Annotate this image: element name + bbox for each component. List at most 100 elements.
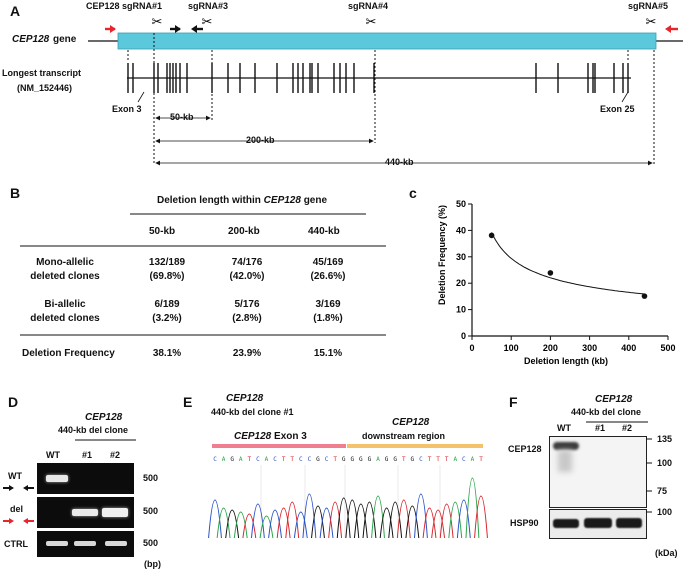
table-title: Deletion length within CEP128 gene: [157, 195, 328, 206]
panel-b-label: B: [10, 185, 21, 201]
trace-peak: [328, 501, 343, 539]
base-call: C: [462, 456, 466, 463]
y-tick-label: 30: [456, 252, 466, 262]
trace-peak: [336, 497, 351, 539]
base-call: A: [376, 456, 380, 463]
base-call: G: [393, 456, 397, 463]
trace-peak: [353, 503, 368, 539]
kda-marker: 75: [657, 486, 668, 496]
trace-peak: [388, 501, 403, 539]
panel-d-label: D: [8, 394, 19, 410]
x-tick-label: 0: [469, 343, 474, 353]
blot-lane-wt: WT: [557, 423, 571, 433]
transcript-label: Longest transcript: [2, 68, 82, 78]
size-unit: (bp): [144, 559, 161, 569]
kda-marker: 100: [657, 458, 673, 468]
table-cell: 132/189 (69.8%): [148, 257, 186, 282]
col-header-50kb: 50-kb: [149, 226, 176, 237]
base-call: T: [479, 456, 483, 463]
data-point: [488, 232, 495, 239]
region-downstream-gene: CEP128: [392, 417, 430, 428]
x-axis-label: Deletion length (kb): [524, 356, 608, 366]
y-tick-label: 0: [461, 331, 466, 341]
base-call: T: [248, 456, 252, 463]
blot-lane-2: #2: [622, 423, 633, 433]
primer-arrows: [105, 25, 678, 33]
trace-peak: [422, 507, 437, 539]
panel-e-title: 440-kb del clone #1: [211, 407, 294, 417]
y-tick-label: 40: [456, 225, 466, 235]
trace-peak: [431, 509, 446, 539]
sgrna-5-label: sgRNA#5: [628, 1, 669, 11]
base-call: G: [350, 456, 354, 463]
trace-peak: [319, 507, 334, 539]
table-cell: 6/189 (3.2%): [152, 299, 182, 324]
trace-peak: [345, 499, 360, 539]
table-cell: 3/169 (1.8%): [313, 299, 343, 324]
gel-wt: [37, 463, 134, 494]
trace-peak: [276, 507, 291, 539]
trace-peak: [456, 499, 471, 539]
col-header-440kb: 440-kb: [308, 226, 340, 237]
y-tick-label: 50: [456, 199, 466, 209]
base-call: A: [239, 456, 243, 463]
fit-curve: [491, 232, 645, 295]
data-point: [547, 270, 554, 276]
gene-map-diagram: ✂ ✂ ✂ ✂: [88, 15, 683, 166]
trace-peak: [268, 509, 282, 539]
base-call: A: [222, 456, 226, 463]
sgrna-1-label: CEP128 sgRNA#1: [86, 1, 163, 11]
base-call: G: [316, 456, 320, 463]
base-call: T: [445, 456, 449, 463]
svg-text:✂: ✂: [366, 15, 377, 30]
panel-e-title-gene: CEP128: [226, 393, 264, 404]
trace-peak: [208, 499, 222, 539]
base-call: T: [428, 456, 432, 463]
trace-peak: [216, 507, 231, 539]
trace-peak: [362, 501, 377, 539]
region-exon3-label: CEP128 Exon 3: [234, 431, 307, 442]
cut-guides: [127, 33, 655, 165]
data-point: [641, 293, 648, 299]
table-cell: 45/169 (26.6%): [310, 257, 346, 282]
trace-peak: [474, 495, 488, 539]
base-call: G: [230, 456, 234, 463]
lane-2-label: #2: [110, 450, 121, 460]
trace-peak: [293, 511, 308, 539]
y-axis-label: Deletion Frequency (%): [437, 205, 447, 305]
trace-peak: [396, 499, 411, 539]
x-tick-label: 500: [660, 343, 675, 353]
base-call: G: [411, 456, 415, 463]
size-marker: 500: [143, 538, 159, 548]
region-downstream-label: downstream region: [362, 431, 446, 441]
blot-hsp90: [549, 509, 647, 539]
gel-del: [37, 497, 134, 528]
x-tick-label: 400: [621, 343, 636, 353]
base-call: G: [385, 456, 389, 463]
trace-peak: [448, 501, 463, 539]
base-call: G: [342, 456, 346, 463]
x-tick-label: 100: [504, 343, 519, 353]
region-exon3-bar: [212, 444, 346, 448]
base-call: G: [359, 456, 363, 463]
row-ctrl-label: CTRL: [4, 539, 28, 549]
base-call: T: [402, 456, 406, 463]
table-cell: 74/176 (42.0%): [229, 257, 265, 282]
gene-name: CEP128: [12, 34, 50, 45]
size-marker: 500: [143, 473, 159, 483]
y-tick-label: 20: [456, 278, 466, 288]
transcript-id: (NM_152446): [17, 83, 73, 93]
size-marker: 500: [143, 506, 159, 516]
panel-e-label: E: [183, 394, 193, 410]
trace-peak: [250, 503, 265, 539]
trace-peak: [285, 501, 300, 539]
row-label-bi: Bi-allelic deleted clones: [30, 299, 100, 324]
table-cell: 5/176 (2.8%): [232, 299, 262, 324]
panel-f-title: 440-kb del clone: [571, 407, 642, 417]
blot-cep128: [549, 436, 647, 508]
